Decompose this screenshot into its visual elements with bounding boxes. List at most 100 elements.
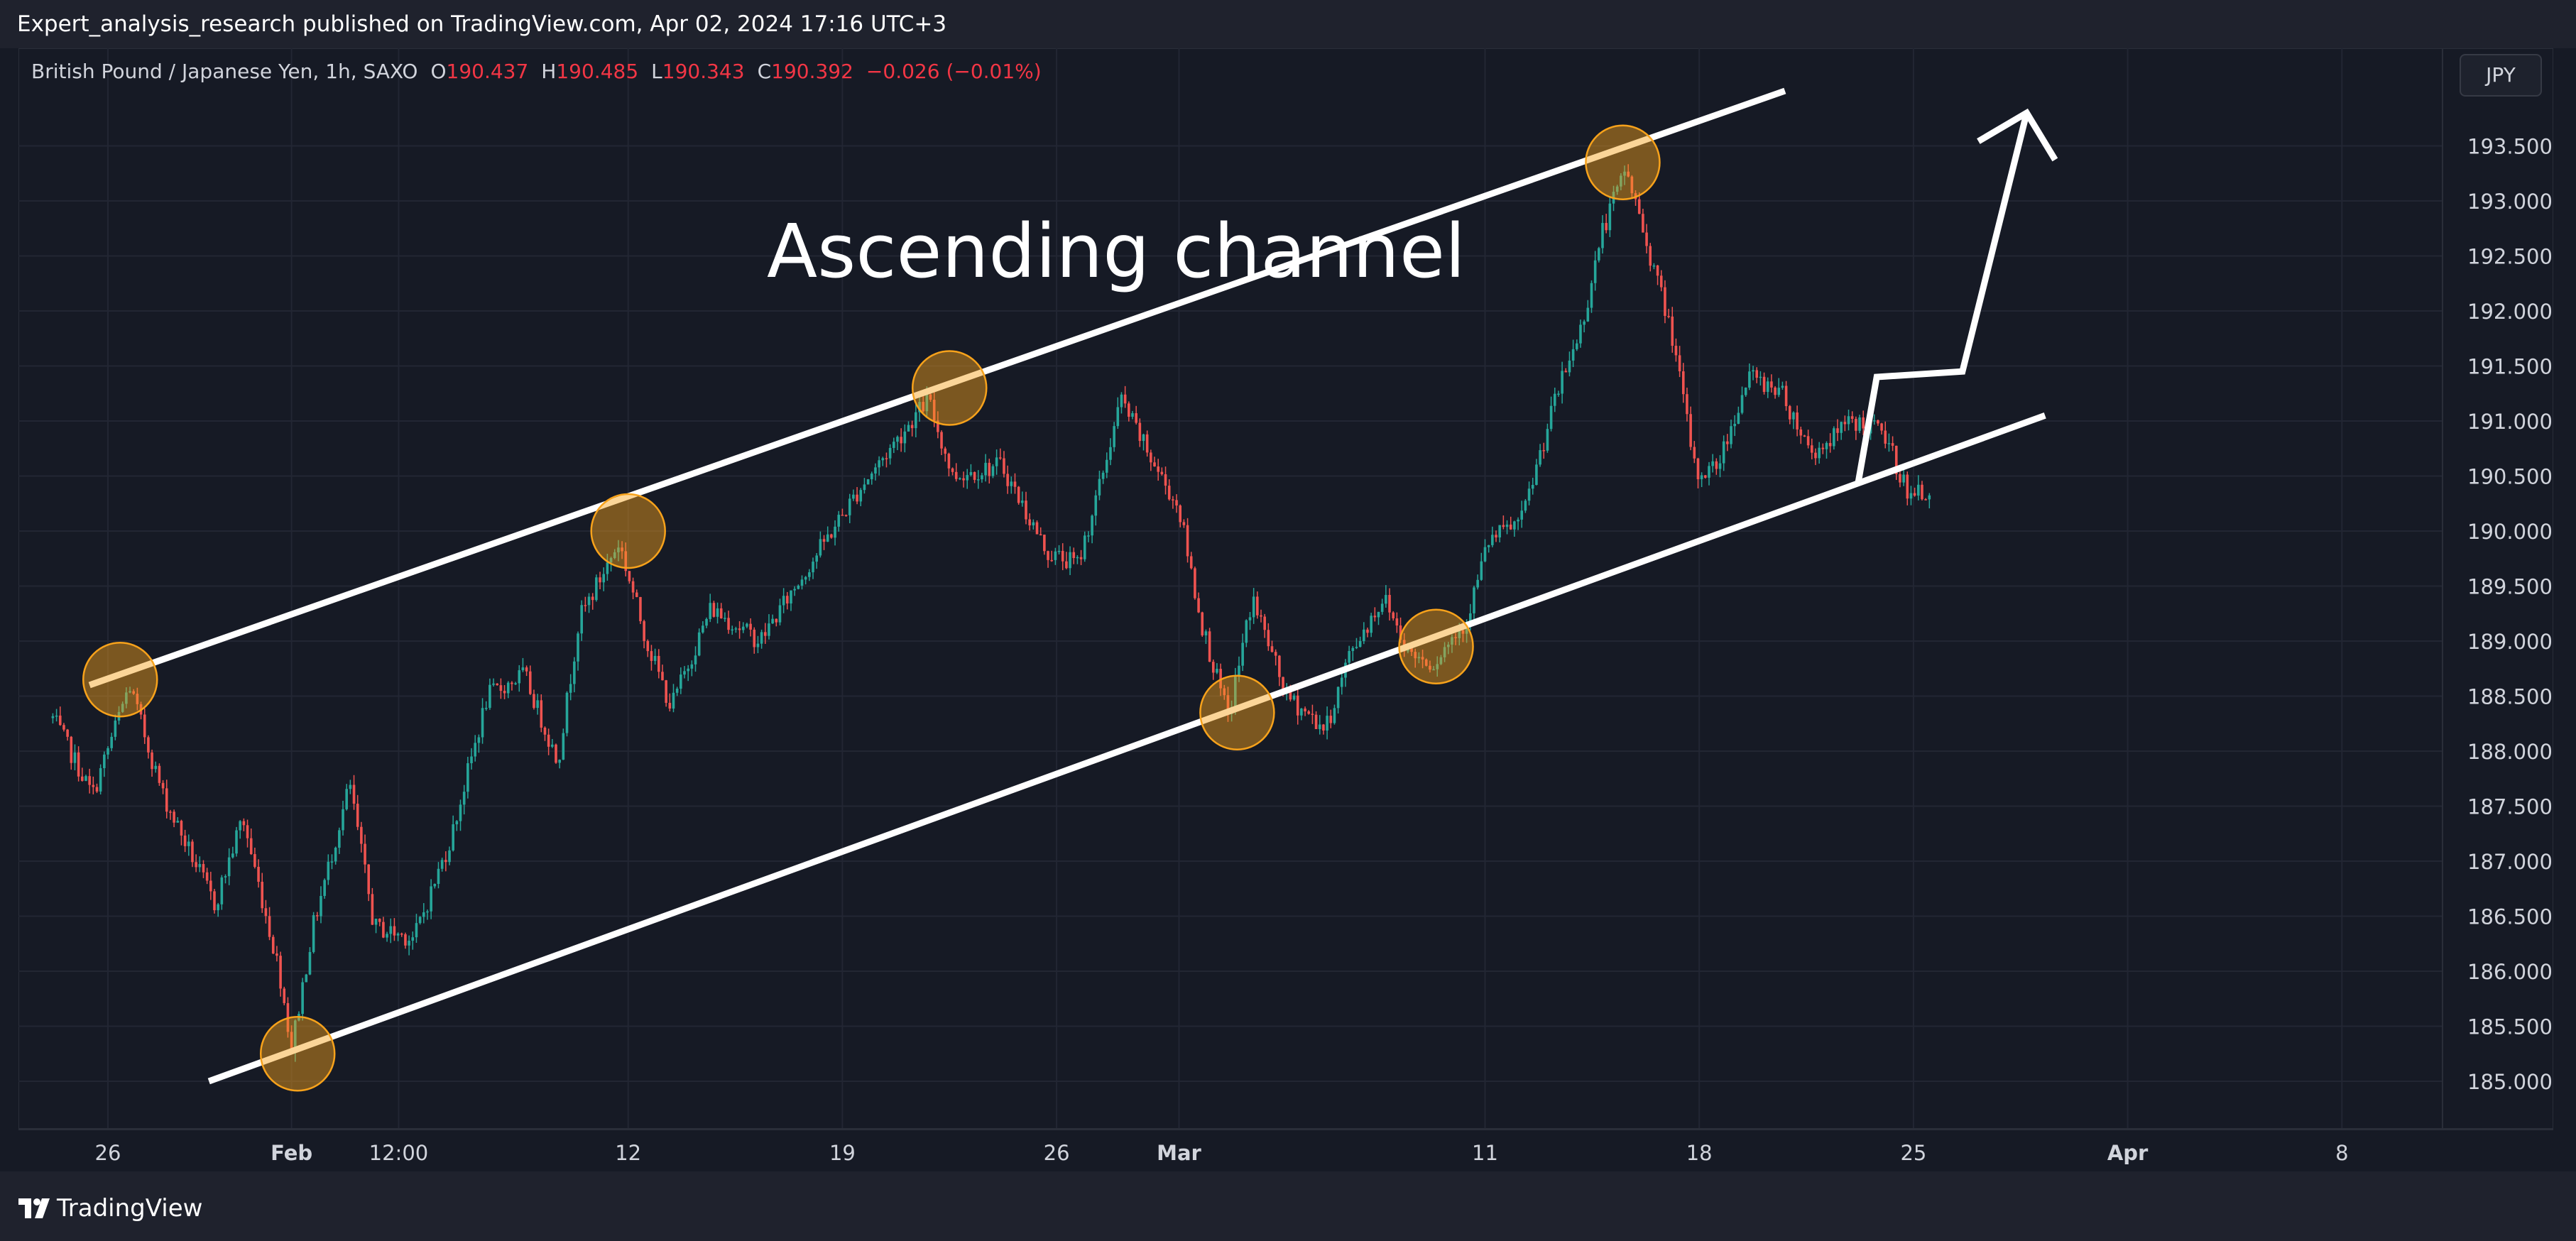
candle-body bbox=[1469, 613, 1472, 623]
candle-body bbox=[1189, 556, 1193, 569]
candle-body bbox=[1348, 650, 1350, 663]
candle-body bbox=[1806, 436, 1810, 446]
candle-body bbox=[1017, 486, 1020, 503]
candle-body bbox=[878, 460, 880, 468]
candle-body bbox=[790, 590, 792, 604]
candle-body bbox=[1358, 641, 1362, 647]
candle-body bbox=[1681, 371, 1685, 395]
candle-body bbox=[312, 915, 315, 952]
candle-body bbox=[349, 784, 352, 789]
tradingview-logo[interactable]: TradingView bbox=[18, 1194, 202, 1223]
candle-body bbox=[731, 629, 734, 631]
candle-body bbox=[338, 830, 341, 848]
touch-point-circle[interactable] bbox=[912, 350, 988, 426]
candle-body bbox=[55, 715, 58, 717]
candle-body bbox=[837, 515, 841, 527]
candle-body bbox=[1380, 603, 1384, 612]
candle-body bbox=[856, 494, 858, 502]
y-tick-label: 189.500 bbox=[2467, 575, 2553, 599]
candle-body bbox=[848, 498, 851, 515]
candle-body bbox=[1021, 501, 1024, 503]
candle-body bbox=[812, 562, 814, 573]
candle-body bbox=[1395, 618, 1399, 626]
candle-body bbox=[1517, 519, 1519, 522]
candle-body bbox=[1593, 260, 1597, 283]
candle-body bbox=[797, 585, 800, 589]
candle-body bbox=[1083, 535, 1086, 559]
candle-body bbox=[756, 643, 760, 647]
candle-body bbox=[330, 861, 334, 863]
candle-body bbox=[991, 466, 995, 476]
y-tick-label: 193.500 bbox=[2467, 135, 2553, 159]
candle-body bbox=[1182, 522, 1186, 525]
candle-body bbox=[154, 765, 158, 770]
candle-body bbox=[1336, 687, 1340, 709]
candle-body bbox=[1035, 522, 1039, 535]
candle-body bbox=[1542, 450, 1546, 452]
candle-body bbox=[624, 551, 628, 572]
candle-body bbox=[1047, 551, 1049, 560]
channel-upper-line[interactable] bbox=[88, 87, 1786, 689]
touch-point-circle[interactable] bbox=[1199, 674, 1275, 750]
touch-point-circle[interactable] bbox=[590, 493, 666, 569]
candle-body bbox=[213, 891, 216, 911]
touch-point-circle[interactable] bbox=[1585, 124, 1661, 200]
candle-body bbox=[271, 936, 275, 954]
candle-body bbox=[345, 789, 348, 809]
touch-point-circle[interactable] bbox=[1398, 608, 1474, 684]
candle-body bbox=[411, 937, 415, 941]
candle-body bbox=[1491, 535, 1494, 545]
y-tick-label: 185.000 bbox=[2467, 1070, 2553, 1094]
candle-body bbox=[1884, 430, 1887, 444]
candle-body bbox=[562, 733, 565, 760]
y-tick-label: 191.500 bbox=[2467, 355, 2553, 379]
currency-button[interactable]: JPY bbox=[2460, 54, 2542, 97]
candle-body bbox=[224, 876, 227, 878]
candle-body bbox=[415, 923, 418, 938]
channel-lower-line[interactable] bbox=[207, 412, 2046, 1085]
candle-body bbox=[1003, 458, 1005, 474]
y-tick-label: 189.000 bbox=[2467, 630, 2553, 654]
candle-body bbox=[437, 868, 440, 884]
candle-body bbox=[1091, 515, 1093, 536]
candle-body bbox=[147, 737, 150, 753]
candle-body bbox=[844, 515, 848, 516]
candle-body bbox=[1399, 625, 1402, 640]
symbol-name[interactable]: British Pound / Japanese Yen, 1h, SAXO bbox=[31, 60, 418, 83]
candle-body bbox=[1476, 579, 1479, 588]
candle-body bbox=[954, 471, 958, 479]
projection-path[interactable] bbox=[1855, 111, 2030, 483]
candle-body bbox=[775, 618, 778, 623]
touch-point-circle[interactable] bbox=[82, 642, 158, 718]
candle-body bbox=[907, 425, 910, 432]
candle-body bbox=[1424, 659, 1428, 666]
candle-body bbox=[1480, 561, 1483, 580]
chart-frame[interactable] bbox=[18, 48, 2553, 1130]
candle-body bbox=[1039, 534, 1042, 536]
x-tick-label: 8 bbox=[2335, 1141, 2348, 1165]
candle-body bbox=[1656, 265, 1659, 276]
symbol-legend[interactable]: British Pound / Japanese Yen, 1h, SAXO O1… bbox=[31, 60, 1042, 83]
candle-body bbox=[308, 951, 312, 975]
candle-body bbox=[477, 737, 481, 743]
candle-body bbox=[822, 539, 826, 542]
candle-body bbox=[881, 458, 885, 461]
candle-body bbox=[1443, 647, 1446, 657]
candle-body bbox=[1645, 232, 1648, 246]
candle-body bbox=[1686, 394, 1688, 415]
candle-body bbox=[973, 471, 976, 480]
candle-body bbox=[1329, 716, 1333, 723]
candle-body bbox=[536, 700, 539, 709]
touch-point-circle[interactable] bbox=[259, 1016, 336, 1092]
candle-body bbox=[1439, 657, 1443, 665]
candle-body bbox=[466, 762, 469, 792]
candle-body bbox=[1145, 434, 1149, 453]
candle-body bbox=[103, 754, 106, 768]
candle-body bbox=[665, 680, 667, 703]
candle-body bbox=[220, 877, 224, 904]
candle-body bbox=[1160, 471, 1164, 475]
publish-info: Expert_analysis_research published on Tr… bbox=[0, 0, 2576, 48]
candle-body bbox=[1858, 417, 1861, 431]
candle-body bbox=[253, 854, 256, 867]
